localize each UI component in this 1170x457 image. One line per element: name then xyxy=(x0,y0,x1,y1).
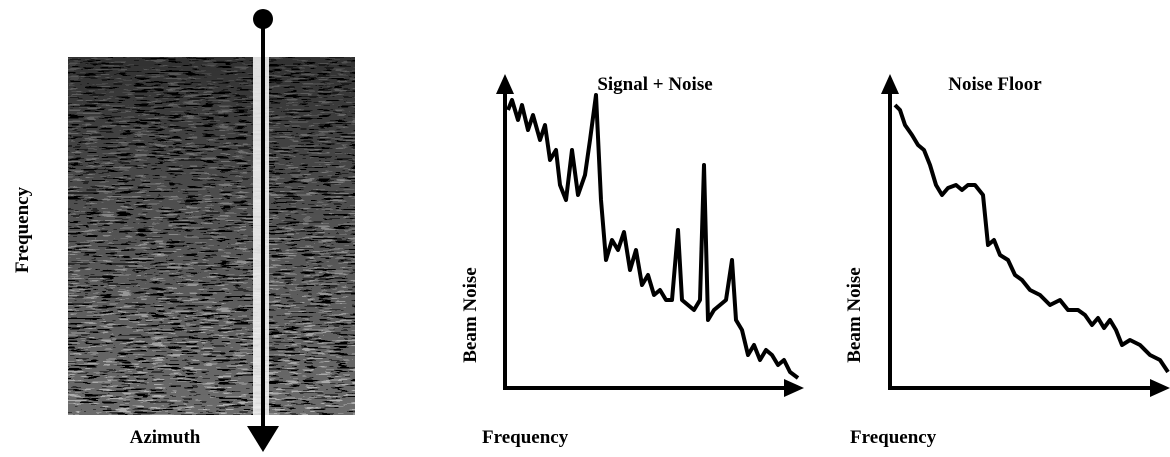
x-axis-arrow xyxy=(784,379,804,397)
noise-floor-curve xyxy=(893,103,1170,374)
panel-title: Signal + Noise xyxy=(597,74,712,95)
x-label: Azimuth xyxy=(130,427,201,448)
y-axis-arrow xyxy=(881,74,899,94)
azimuth-arrow-head xyxy=(247,426,279,452)
panel: Noise Floor Beam Noise Frequency xyxy=(844,74,1170,448)
x-axis-arrow xyxy=(1150,379,1170,397)
spectrum-curve xyxy=(506,93,800,380)
spectrogram-shade xyxy=(68,57,355,415)
panel-title: Noise Floor xyxy=(948,74,1042,95)
y-axis-arrow xyxy=(496,74,514,94)
x-label: Frequency xyxy=(482,427,569,448)
spectrogram: Frequency Azimuth xyxy=(12,9,355,452)
y-label: Beam Noise xyxy=(844,267,865,363)
panel: Signal + Noise Beam Noise Frequency xyxy=(460,74,804,448)
x-label: Frequency xyxy=(850,427,937,448)
y-label: Beam Noise xyxy=(460,267,481,363)
y-label: Frequency xyxy=(12,186,33,273)
